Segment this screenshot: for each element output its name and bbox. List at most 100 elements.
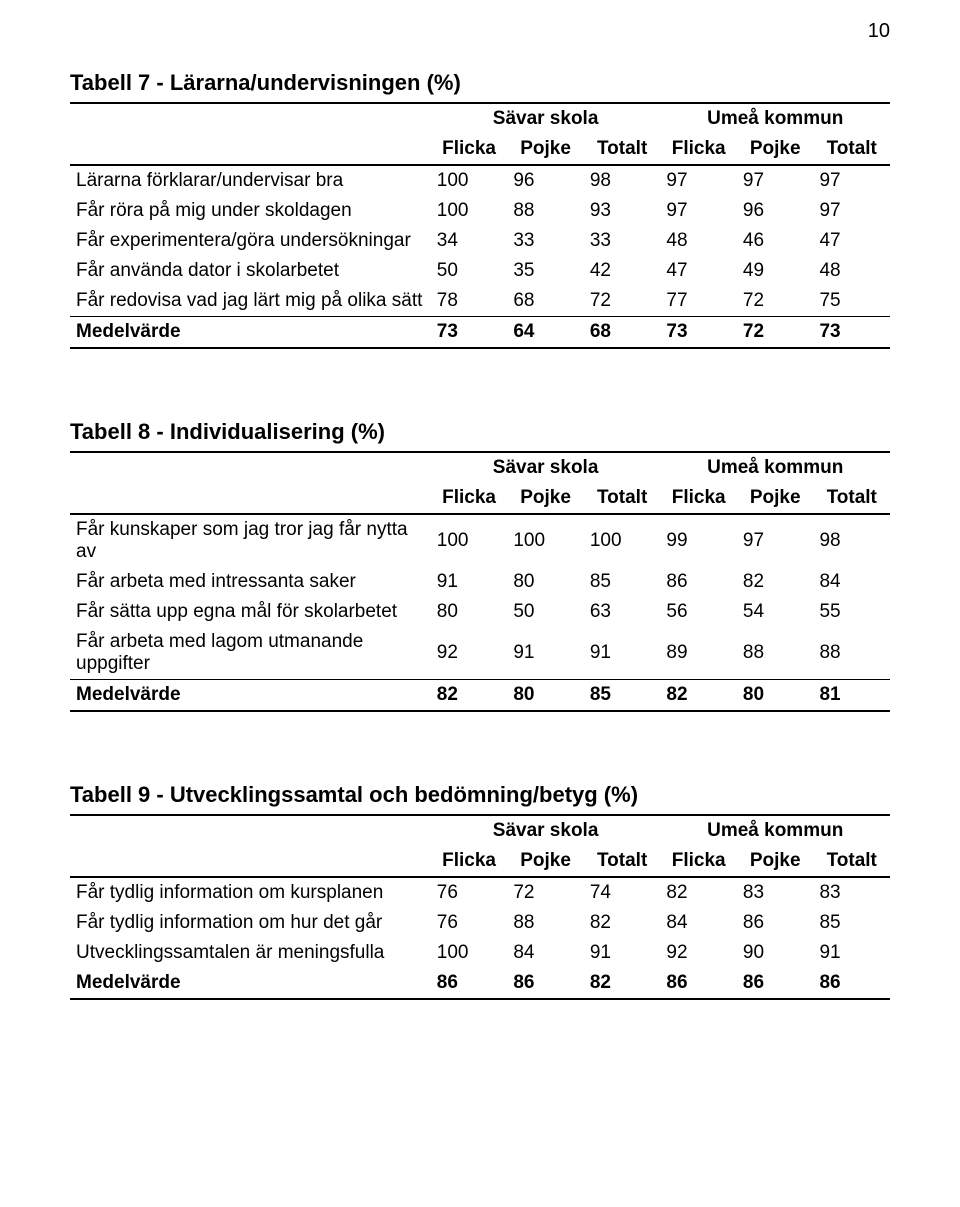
table-9-group-header: Sävar skola Umeå kommun (70, 815, 890, 846)
table-row: Får arbeta med intressanta saker 91 80 8… (70, 567, 890, 597)
group-header-savar: Sävar skola (431, 103, 661, 134)
cell: 86 (813, 968, 890, 999)
table-7-medel-row: Medelvärde 73 64 68 73 72 73 (70, 317, 890, 349)
cell: 55 (813, 597, 890, 627)
cell: 84 (813, 567, 890, 597)
row-label: Får röra på mig under skoldagen (70, 196, 431, 226)
cell: 92 (660, 938, 737, 968)
cell: 90 (737, 938, 814, 968)
cell: 91 (584, 627, 661, 680)
table-row: Får arbeta med lagom utmanande uppgifter… (70, 627, 890, 680)
col-header: Pojke (737, 846, 814, 877)
cell: 86 (660, 567, 737, 597)
col-header: Flicka (431, 846, 508, 877)
row-label: Får använda dator i skolarbetet (70, 256, 431, 286)
cell: 86 (431, 968, 508, 999)
cell: 48 (813, 256, 890, 286)
cell: 46 (737, 226, 814, 256)
cell: 97 (813, 196, 890, 226)
table-row: Lärarna förklarar/undervisar bra 100 96 … (70, 165, 890, 196)
row-label: Får kunskaper som jag tror jag får nytta… (70, 514, 431, 567)
medel-label: Medelvärde (70, 968, 431, 999)
cell: 85 (813, 908, 890, 938)
cell: 86 (737, 908, 814, 938)
row-label: Får arbeta med lagom utmanande uppgifter (70, 627, 431, 680)
col-header: Totalt (584, 483, 661, 514)
cell: 93 (584, 196, 661, 226)
cell: 68 (584, 317, 661, 349)
col-header: Totalt (584, 846, 661, 877)
cell: 100 (431, 165, 508, 196)
cell: 97 (660, 196, 737, 226)
cell: 92 (431, 627, 508, 680)
table-7-block: Tabell 7 - Lärarna/undervisningen (%) Sä… (70, 70, 890, 349)
table-row: Får redovisa vad jag lärt mig på olika s… (70, 286, 890, 317)
table-8: Sävar skola Umeå kommun Flicka Pojke Tot… (70, 451, 890, 712)
cell: 81 (813, 680, 890, 712)
row-label: Får sätta upp egna mål för skolarbetet (70, 597, 431, 627)
cell: 35 (507, 256, 584, 286)
cell: 76 (431, 908, 508, 938)
group-header-umea: Umeå kommun (660, 103, 890, 134)
row-label: Får redovisa vad jag lärt mig på olika s… (70, 286, 431, 317)
cell: 54 (737, 597, 814, 627)
cell: 33 (507, 226, 584, 256)
cell: 48 (660, 226, 737, 256)
cell: 72 (584, 286, 661, 317)
cell: 82 (584, 968, 661, 999)
cell: 88 (507, 196, 584, 226)
group-header-savar: Sävar skola (431, 815, 661, 846)
cell: 49 (737, 256, 814, 286)
cell: 73 (431, 317, 508, 349)
table-row: Får använda dator i skolarbetet 50 35 42… (70, 256, 890, 286)
table-row: Får experimentera/göra undersökningar 34… (70, 226, 890, 256)
table-9: Sävar skola Umeå kommun Flicka Pojke Tot… (70, 814, 890, 1000)
cell: 82 (431, 680, 508, 712)
cell: 80 (737, 680, 814, 712)
cell: 50 (431, 256, 508, 286)
cell: 96 (737, 196, 814, 226)
cell: 98 (584, 165, 661, 196)
cell: 64 (507, 317, 584, 349)
cell: 75 (813, 286, 890, 317)
table-9-block: Tabell 9 - Utvecklingssamtal och bedömni… (70, 782, 890, 1000)
table-row: Får sätta upp egna mål för skolarbetet 8… (70, 597, 890, 627)
cell: 83 (737, 877, 814, 908)
medel-label: Medelvärde (70, 317, 431, 349)
cell: 82 (660, 680, 737, 712)
cell: 56 (660, 597, 737, 627)
col-header: Flicka (431, 134, 508, 165)
cell: 85 (584, 680, 661, 712)
table-row: Får röra på mig under skoldagen 100 88 9… (70, 196, 890, 226)
cell: 84 (507, 938, 584, 968)
table-row: Får kunskaper som jag tror jag får nytta… (70, 514, 890, 567)
col-header: Totalt (584, 134, 661, 165)
page-number: 10 (868, 20, 890, 43)
cell: 42 (584, 256, 661, 286)
cell: 86 (507, 968, 584, 999)
cell: 72 (507, 877, 584, 908)
col-header: Totalt (813, 483, 890, 514)
table-8-sub-header: Flicka Pojke Totalt Flicka Pojke Totalt (70, 483, 890, 514)
table-9-title: Tabell 9 - Utvecklingssamtal och bedömni… (70, 782, 890, 808)
table-7-title: Tabell 7 - Lärarna/undervisningen (%) (70, 70, 890, 96)
col-header: Flicka (660, 483, 737, 514)
col-header: Totalt (813, 846, 890, 877)
table-row: Utvecklingssamtalen är meningsfulla 100 … (70, 938, 890, 968)
cell: 100 (584, 514, 661, 567)
cell: 50 (507, 597, 584, 627)
table-7-sub-header: Flicka Pojke Totalt Flicka Pojke Totalt (70, 134, 890, 165)
cell: 80 (431, 597, 508, 627)
cell: 78 (431, 286, 508, 317)
cell: 86 (660, 968, 737, 999)
cell: 88 (737, 627, 814, 680)
cell: 76 (431, 877, 508, 908)
col-header: Flicka (660, 134, 737, 165)
cell: 96 (507, 165, 584, 196)
group-header-umea: Umeå kommun (660, 452, 890, 483)
cell: 73 (660, 317, 737, 349)
cell: 97 (737, 514, 814, 567)
table-7: Sävar skola Umeå kommun Flicka Pojke Tot… (70, 102, 890, 349)
table-8-group-header: Sävar skola Umeå kommun (70, 452, 890, 483)
col-header: Pojke (737, 483, 814, 514)
